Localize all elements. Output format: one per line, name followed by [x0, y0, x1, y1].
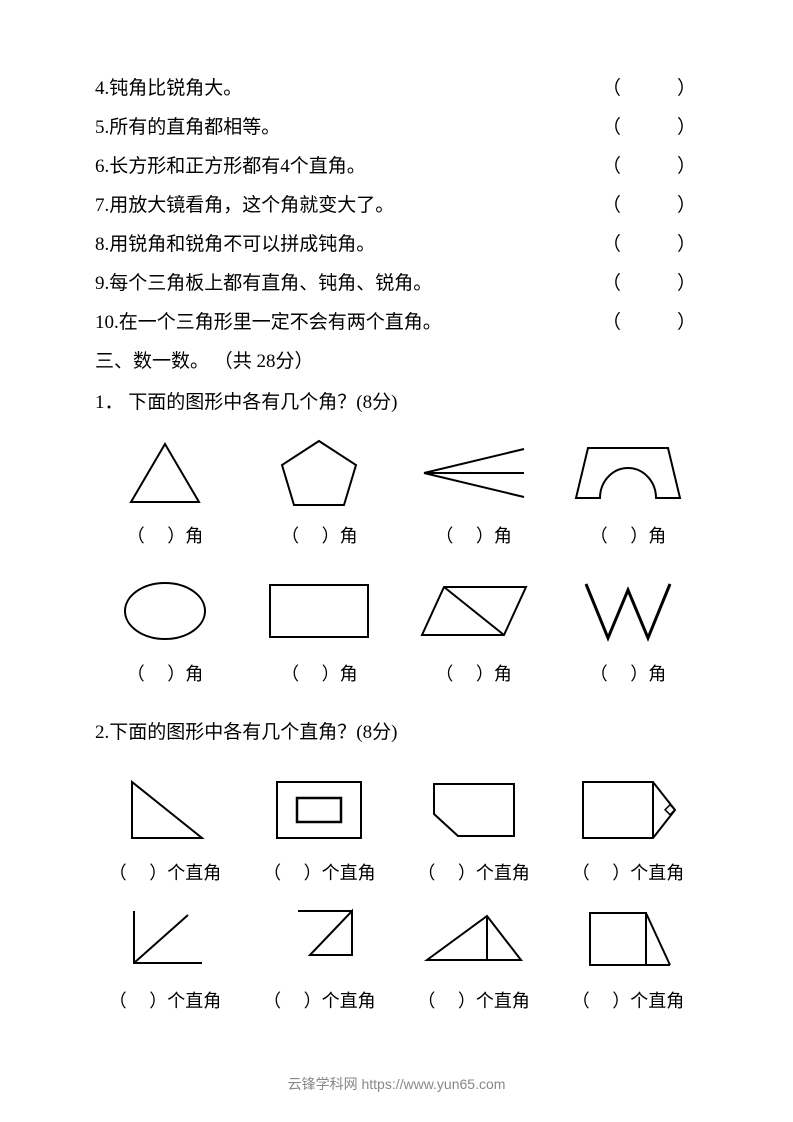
shape-label[interactable]: （ ）个直角 — [109, 859, 222, 885]
tf-text: 6.长方形和正方形都有4个直角。 — [95, 148, 602, 187]
shape-cut-rect: （ ）个直角 — [404, 771, 544, 885]
section-3-title: 三、数一数。 （共 28分） — [95, 343, 698, 382]
shape-label[interactable]: （ ）角 — [281, 522, 358, 548]
shape-triangle-altitude: （ ）个直角 — [404, 899, 544, 1013]
shape-label[interactable]: （ ）个直角 — [572, 987, 685, 1013]
shape-label[interactable]: （ ）角 — [435, 660, 512, 686]
q2-title: 2.下面的图形中各有几个直角？(8分) — [95, 714, 698, 753]
tf-question-4: 4.钝角比锐角大。（ ） — [95, 70, 698, 109]
tf-question-10: 10.在一个三角形里一定不会有两个直角。（ ） — [95, 304, 698, 343]
tf-text: 8.用锐角和锐角不可以拼成钝角。 — [95, 226, 602, 265]
tf-text: 5.所有的直角都相等。 — [95, 109, 602, 148]
rays-icon — [414, 443, 534, 503]
shape-rays: （ ）角 — [404, 434, 544, 548]
shape-ellipse: （ ）角 — [95, 572, 235, 686]
q2-row-2: （ ）个直角 （ ）个直角 （ ）个直角 （ — [95, 899, 698, 1013]
shape-label[interactable]: （ ）个直角 — [417, 987, 530, 1013]
shape-label[interactable]: （ ）个直角 — [417, 859, 530, 885]
tf-text: 4.钝角比锐角大。 — [95, 70, 602, 109]
altitude-icon — [419, 908, 529, 968]
house-icon — [573, 774, 683, 846]
shape-label[interactable]: （ ）个直角 — [109, 987, 222, 1013]
shape-right-triangle: （ ）个直角 — [95, 771, 235, 885]
tf-text: 7.用放大镜看角，这个角就变大了。 — [95, 187, 602, 226]
footer-text: 云锋学科网 https://www.yun65.com — [0, 1074, 793, 1094]
cut-rect-icon — [424, 774, 524, 846]
shape-label[interactable]: （ ）角 — [281, 660, 358, 686]
tf-question-6: 6.长方形和正方形都有4个直角。（ ） — [95, 148, 698, 187]
tf-question-8: 8.用锐角和锐角不可以拼成钝角。（ ） — [95, 226, 698, 265]
ellipse-icon — [120, 579, 210, 643]
shape-rect-pentagon: （ ）个直角 — [558, 771, 698, 885]
arch-icon — [568, 438, 688, 508]
rectangle-icon — [264, 579, 374, 643]
shape-parallelogram-diag: （ ）角 — [404, 572, 544, 686]
tf-question-7: 7.用放大镜看角，这个角就变大了。（ ） — [95, 187, 698, 226]
right-triangle-icon — [120, 774, 210, 846]
shape-label[interactable]: （ ）个直角 — [263, 987, 376, 1013]
tf-paren[interactable]: （ ） — [602, 304, 698, 343]
shape-label[interactable]: （ ）角 — [435, 522, 512, 548]
tf-text: 10.在一个三角形里一定不会有两个直角。 — [95, 304, 602, 343]
pentagon-icon — [274, 435, 364, 511]
shape-label[interactable]: （ ）角 — [590, 660, 667, 686]
shape-label[interactable]: （ ）角 — [590, 522, 667, 548]
shape-rectangle: （ ）角 — [249, 572, 389, 686]
tf-paren[interactable]: （ ） — [602, 109, 698, 148]
corner-icon — [120, 905, 210, 971]
flag-icon — [274, 905, 364, 971]
q1-row-1: （ ）角 （ ）角 （ ）角 （ ）角 — [95, 434, 698, 548]
tf-paren[interactable]: （ ） — [602, 148, 698, 187]
tf-text: 9.每个三角板上都有直角、钝角、锐角。 — [95, 265, 602, 304]
tf-paren[interactable]: （ ） — [602, 70, 698, 109]
shape-w: （ ）角 — [558, 572, 698, 686]
q1-title: 1． 下面的图形中各有几个角？(8分) — [95, 384, 698, 423]
tf-question-5: 5.所有的直角都相等。（ ） — [95, 109, 698, 148]
shape-nested-rect: （ ）个直角 — [249, 771, 389, 885]
nested-rect-icon — [269, 774, 369, 846]
shape-corner-diag: （ ）个直角 — [95, 899, 235, 1013]
shape-arch: （ ）角 — [558, 434, 698, 548]
shape-label[interactable]: （ ）角 — [127, 522, 204, 548]
triangle-icon — [125, 438, 205, 508]
tf-paren[interactable]: （ ） — [602, 226, 698, 265]
parallelogram-icon — [414, 579, 534, 643]
shape-label[interactable]: （ ）个直角 — [263, 859, 376, 885]
tf-paren[interactable]: （ ） — [602, 265, 698, 304]
shape-label[interactable]: （ ）角 — [127, 660, 204, 686]
square-diag-icon — [578, 905, 678, 971]
shape-flag-triangle: （ ）个直角 — [249, 899, 389, 1013]
shape-label[interactable]: （ ）个直角 — [572, 859, 685, 885]
tf-paren[interactable]: （ ） — [602, 187, 698, 226]
shape-pentagon: （ ）角 — [249, 434, 389, 548]
q2-row-1: （ ）个直角 （ ）个直角 （ ）个直角 （ ）个直角 — [95, 771, 698, 885]
tf-question-9: 9.每个三角板上都有直角、钝角、锐角。（ ） — [95, 265, 698, 304]
q1-row-2: （ ）角 （ ）角 （ ）角 （ ）角 — [95, 572, 698, 686]
shape-square-diag: （ ）个直角 — [558, 899, 698, 1013]
shape-triangle: （ ）角 — [95, 434, 235, 548]
w-icon — [578, 576, 678, 646]
